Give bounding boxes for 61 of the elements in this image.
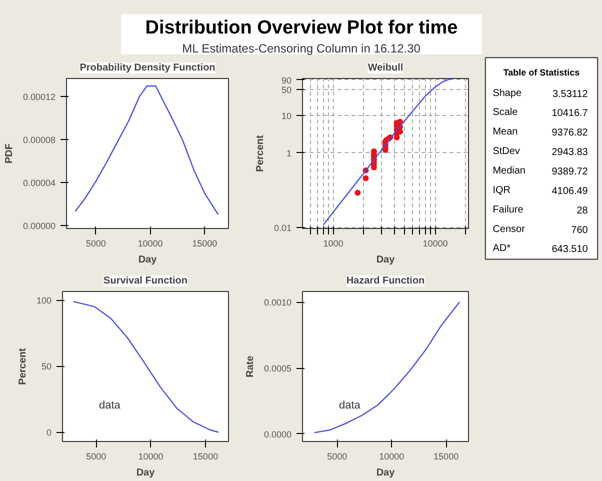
x-tick-label: 5000 [327,452,348,462]
chart-title: Survival Function [104,276,188,286]
text: Distribution Overview Plot for time [145,18,458,38]
x-tick-label: 10000 [138,452,164,462]
y-tick-label: 0.00000 [22,220,56,231]
text: 643.510 [552,244,588,256]
x-tick-label: 10000 [422,238,448,248]
text: 28 [576,205,588,216]
x-tick-label: 10000 [138,238,163,248]
annotation: data [339,400,362,412]
text: Scale [492,107,518,118]
y-tick-label: 50 [41,362,52,372]
y-tick-label: 0.00008 [22,135,56,146]
text: 4106.49 [552,186,588,197]
y-tick-label: 0 [46,428,52,438]
y-axis-title: Rate [244,355,256,378]
y-axis-title: PDF [4,144,15,164]
x-axis-title: Day [138,254,158,266]
x-tick-label: 5000 [86,452,106,462]
text: Shape [492,88,522,99]
text: 9376.82 [552,128,588,139]
annotation: data [99,400,122,412]
x-tick-label: 15000 [192,452,218,462]
text: Median [492,166,526,176]
text: 3.53112 [552,88,588,100]
y-tick-label: 0.0005 [264,364,292,374]
x-tick-label: 15000 [192,238,218,248]
text: Mean [492,126,518,138]
x-axis-title: Day [376,468,396,478]
x-tick-label: 1000 [323,238,344,248]
text: 760 [571,224,588,236]
text: AD* [492,243,511,254]
y-tick-label: 10 [281,110,292,121]
y-tick-label: 100 [36,296,52,306]
x-axis-title: Day [376,254,396,266]
text: StDev [492,146,520,158]
y-tick-label: 0.0000 [264,429,292,440]
y-tick-label: 0.00004 [22,178,56,188]
y-tick-label: 1 [286,148,292,158]
text: Censor [492,224,526,235]
text: ML Estimates-Censoring Column in 16.12.30 [182,41,421,56]
text: Table of Statistics [503,67,580,78]
y-axis-title: Percent [17,347,28,385]
y-axis-title: Percent [254,134,266,172]
x-axis-title: Day [136,468,156,478]
y-tick-label: 0.0010 [264,298,292,308]
y-tick-label: 50 [281,84,292,95]
text: 2943.83 [552,147,588,158]
x-tick-label: 10000 [379,452,404,462]
y-tick-label: 0.01 [274,223,292,234]
text: IQR [492,184,510,196]
chart-title: Probability Density Function [80,62,216,74]
text: 10416.7 [552,108,588,120]
chart-title: Weibull [368,62,404,74]
text: Failure [492,204,524,216]
chart-title: Hazard Function [346,276,425,286]
x-tick-label: 15000 [434,452,459,462]
y-tick-label: 0.00012 [22,92,56,102]
y-tick-label: 90 [281,75,292,86]
x-tick-label: 5000 [86,238,106,248]
text: 9389.72 [552,166,588,178]
